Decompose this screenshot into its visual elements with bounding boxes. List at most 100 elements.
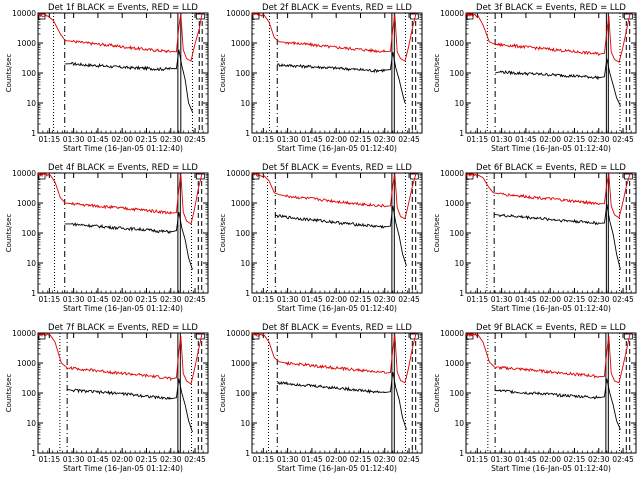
x-tick-label: 01:30 [63,455,85,464]
y-tick-label: 1000 [17,39,36,48]
y-tick-label: 10 [26,419,36,428]
x-tick-label: 02:30 [160,455,182,464]
chart-title: Det 6f BLACK = Events, RED = LLD [476,163,626,173]
x-tick-label: 01:15 [39,295,61,304]
y-tick-label: 1000 [445,359,464,368]
x-tick-label: 01:30 [491,295,513,304]
x-tick-label: 02:30 [374,455,396,464]
x-tick-label: 02:15 [564,295,586,304]
y-tick-label: 10000 [440,329,464,338]
lld-series-line [465,12,631,63]
x-tick-label: 01:15 [253,135,275,144]
y-tick-label: 1000 [445,39,464,48]
x-axis-label: Start Time (16-Jan-05 01:12:40) [491,464,611,473]
corner-marker-box [195,173,205,180]
x-tick-label: 01:15 [39,455,61,464]
y-tick-label: 1 [31,289,36,298]
y-tick-label: 100 [236,69,251,78]
chart-title: Det 8f BLACK = Events, RED = LLD [262,323,412,333]
y-tick-label: 100 [22,389,37,398]
x-tick-label: 02:45 [184,455,206,464]
y-tick-label: 10 [454,419,464,428]
chart-panel: Det 7f BLACK = Events, RED = LLD 1 10 100 10… [5,323,209,473]
y-tick-label: 1 [245,289,250,298]
y-axis-label: Counts/sec [433,54,441,93]
x-tick-label: 02:00 [325,135,347,144]
y-tick-label: 1 [31,129,36,138]
x-tick-label: 02:00 [325,455,347,464]
x-axis-label: Start Time (16-Jan-05 01:12:40) [63,144,183,153]
corner-marker-box [409,333,419,340]
x-tick-label: 01:15 [467,455,489,464]
y-tick-label: 1000 [17,359,36,368]
lld-series-line [465,331,631,384]
x-tick-label: 02:00 [111,455,133,464]
x-tick-label: 02:45 [398,295,420,304]
y-tick-label: 10000 [12,169,36,178]
x-tick-label: 01:15 [467,135,489,144]
x-tick-label: 02:45 [184,135,206,144]
x-tick-label: 02:45 [612,135,634,144]
y-tick-label: 100 [450,69,465,78]
y-tick-label: 100 [236,229,251,238]
x-tick-label: 01:30 [277,295,299,304]
chart-title: Det 1f BLACK = Events, RED = LLD [48,3,198,13]
y-tick-label: 1 [31,449,36,458]
x-tick-label: 02:30 [588,295,610,304]
x-axis-label: Start Time (16-Jan-05 01:12:40) [491,304,611,313]
x-tick-label: 01:45 [87,135,109,144]
chart-panel: Det 5f BLACK = Events, RED = LLD 1 10 100 10… [219,163,423,313]
corner-marker-box [195,13,205,20]
y-tick-label: 10 [240,259,250,268]
x-tick-label: 02:45 [398,135,420,144]
lld-series-line [37,332,203,385]
x-tick-label: 02:15 [136,135,158,144]
x-tick-label: 02:30 [374,295,396,304]
y-tick-label: 100 [236,389,251,398]
y-tick-label: 10000 [226,329,250,338]
lld-series-line [37,172,203,225]
x-tick-label: 01:45 [301,295,323,304]
plot-frame [465,332,637,454]
chart-title: Det 7f BLACK = Events, RED = LLD [48,323,198,333]
events-series-line [276,51,406,104]
y-tick-label: 10000 [226,9,250,18]
chart-title: Det 2f BLACK = Events, RED = LLD [262,3,412,13]
y-axis-label: Counts/sec [219,374,227,413]
x-tick-label: 02:00 [539,135,561,144]
events-series-line [276,371,407,430]
y-axis-label: Counts/sec [5,54,13,93]
x-tick-label: 02:00 [111,135,133,144]
lld-series-line [37,12,203,62]
x-tick-label: 02:15 [136,295,158,304]
x-tick-label: 01:15 [253,295,275,304]
chart-panel: Det 6f BLACK = Events, RED = LLD 1 10 100 10… [433,163,637,313]
x-tick-label: 01:45 [301,135,323,144]
lld-series-line [465,172,631,219]
events-series-line [494,204,621,270]
corner-marker-box [623,333,633,340]
y-tick-label: 1 [459,289,464,298]
corner-marker-box [409,13,419,20]
y-tick-label: 10000 [440,169,464,178]
x-tick-label: 02:15 [136,455,158,464]
x-tick-label: 02:30 [160,135,182,144]
x-tick-label: 02:30 [374,135,396,144]
x-axis-label: Start Time (16-Jan-05 01:12:40) [63,304,183,313]
x-tick-label: 02:15 [350,455,372,464]
y-tick-label: 100 [450,389,465,398]
corner-marker-box [623,13,633,20]
y-tick-label: 1 [459,129,464,138]
y-tick-label: 10 [240,419,250,428]
y-tick-label: 10 [454,99,464,108]
x-tick-label: 02:45 [184,295,206,304]
chart-panel: Det 2f BLACK = Events, RED = LLD 1 10 100 10… [219,3,423,153]
y-tick-label: 1000 [445,199,464,208]
y-tick-label: 10 [26,259,36,268]
plot-frame [465,12,637,134]
x-tick-label: 02:00 [325,295,347,304]
y-tick-label: 10 [26,99,36,108]
x-axis-label: Start Time (16-Jan-05 01:12:40) [63,464,183,473]
corner-marker-box [252,333,260,340]
